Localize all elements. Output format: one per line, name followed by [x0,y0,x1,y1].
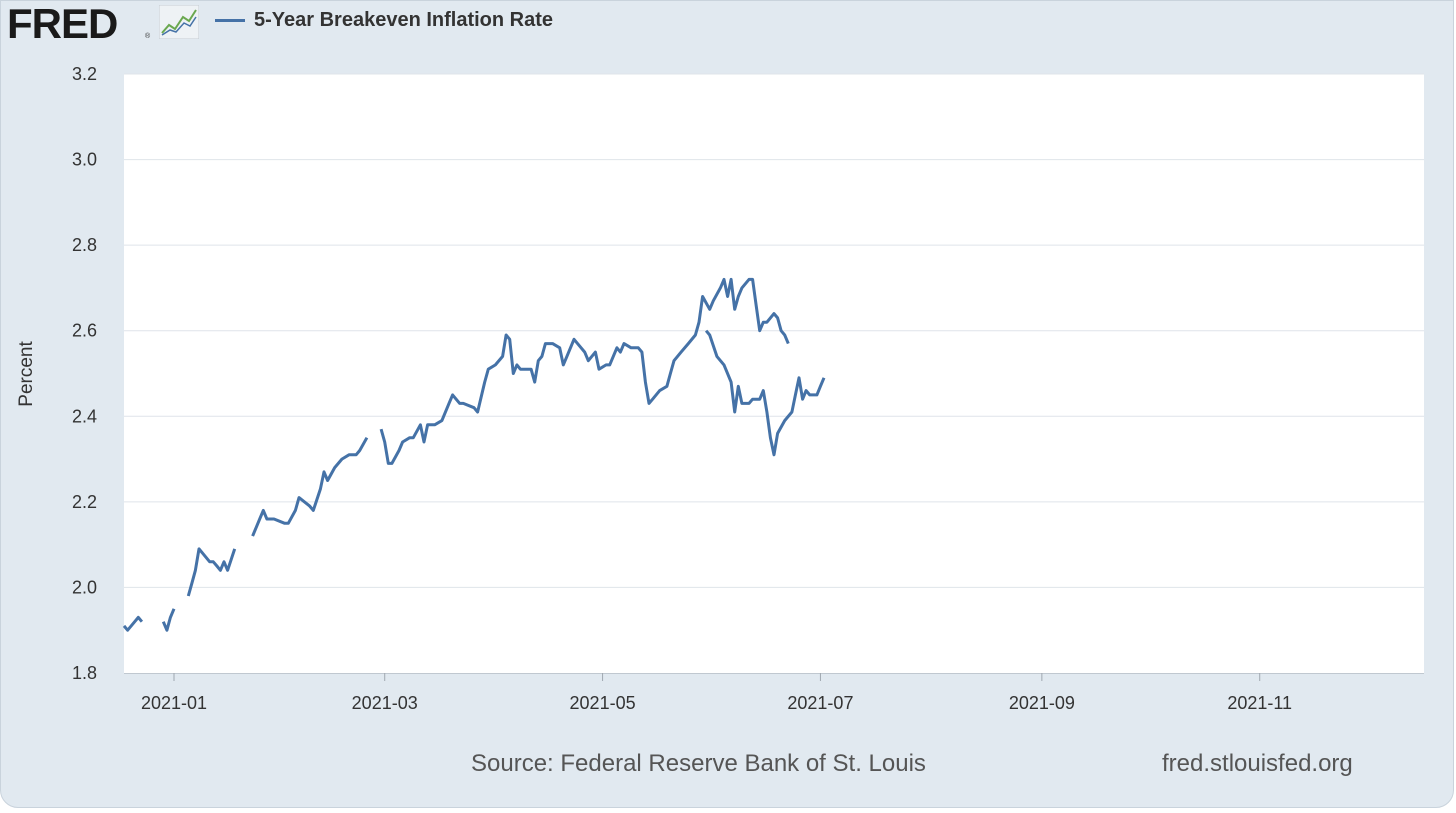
series-line-segment[interactable] [122,615,144,632]
series-line-segment[interactable] [186,547,237,597]
series-line-segment[interactable] [704,329,826,457]
registered-mark: ® [145,33,151,40]
y-tick-label: 3.0 [72,150,97,170]
x-tick-label: 2021-11 [1227,693,1292,713]
legend[interactable]: 5-Year Breakeven Inflation Rate [215,7,553,33]
fred-logo[interactable]: FRED [7,0,118,47]
y-tick-label: 2.2 [72,492,97,512]
y-tick-label: 2.0 [72,577,97,597]
x-axis: 2021-01 2021-03 2021-05 2021-07 2021-09 2021-… [124,673,1424,713]
series-line-segment[interactable] [161,608,176,632]
x-tick-label: 2021-05 [570,693,636,713]
y-tick-label: 2.6 [72,321,97,341]
x-tick-label: 2021-01 [141,693,207,713]
y-axis-label: Percent [16,341,37,407]
line-graph-icon [159,5,199,39]
y-tick-label: 2.4 [72,406,97,426]
y-axis: 1.8 2.0 2.2 2.4 2.6 2.8 3.0 3.2 [72,64,97,683]
x-tick-label: 2021-07 [787,693,853,713]
grid [124,73,1424,588]
legend-swatch [215,18,245,22]
site-link[interactable]: fred.stlouisfed.org [1162,750,1353,777]
y-tick-label: 3.2 [72,64,97,84]
legend-label: 5-Year Breakeven Inflation Rate [254,8,554,31]
y-tick-label: 2.8 [72,235,97,255]
x-tick-label: 2021-03 [352,693,418,713]
x-tick-label: 2021-09 [1009,693,1075,713]
series-line-segment[interactable] [379,277,790,465]
plot-area [124,74,1424,673]
series-line-segment[interactable] [251,436,369,537]
source-text: Source: Federal Reserve Bank of St. Loui… [471,750,926,777]
series [122,277,826,632]
y-tick-label: 1.8 [72,663,97,683]
